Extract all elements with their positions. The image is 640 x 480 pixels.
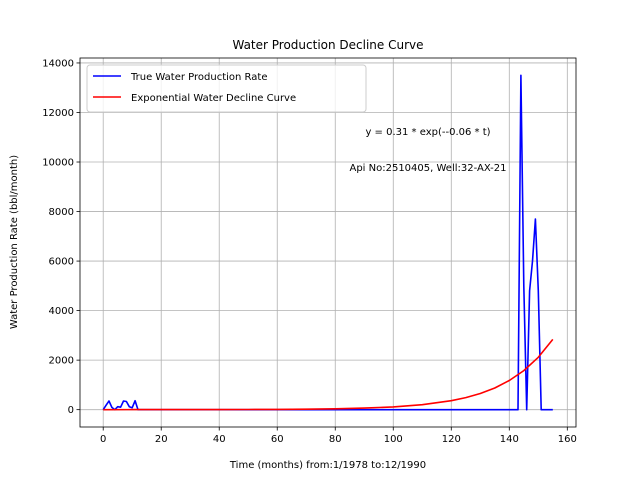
y-tick-label: 2000 — [49, 356, 74, 367]
x-tick-label: 140 — [500, 434, 519, 445]
chart-title: Water Production Decline Curve — [232, 38, 423, 52]
true-water-production-line — [102, 74, 553, 411]
x-tick-label: 100 — [384, 434, 403, 445]
y-tick-label: 10000 — [42, 158, 74, 169]
equation-annotation: y = 0.31 * exp(--0.06 * t) — [365, 127, 490, 138]
legend: True Water Production Rate Exponential W… — [86, 64, 367, 113]
y-tick-label: 8000 — [49, 207, 74, 218]
x-axis-label: Time (months) from:1/1978 to:12/1990 — [229, 460, 426, 471]
y-tick-label: 6000 — [49, 257, 74, 268]
grid — [80, 58, 576, 427]
plot-area — [102, 74, 554, 411]
axes-frame — [79, 57, 577, 428]
x-tick-label: 40 — [213, 434, 226, 445]
x-axis: 0 20 40 60 80 100 120 140 160 — [100, 427, 577, 445]
legend-label-exponential-curve: Exponential Water Decline Curve — [131, 93, 296, 104]
y-tick-label: 4000 — [49, 306, 74, 317]
x-tick-label: 160 — [558, 434, 577, 445]
y-axis-label: Water Production Rate (bbl/month) — [9, 155, 20, 329]
x-tick-label: 80 — [329, 434, 342, 445]
x-tick-label: 20 — [155, 434, 168, 445]
y-tick-label: 12000 — [42, 108, 74, 119]
x-tick-label: 60 — [271, 434, 284, 445]
exponential-decline-line — [103, 338, 554, 411]
legend-label-true-rate: True Water Production Rate — [130, 72, 267, 83]
legend-box — [86, 64, 367, 113]
y-tick-label: 14000 — [42, 58, 74, 69]
x-tick-label: 120 — [442, 434, 461, 445]
well-id-annotation: Api No:2510405, Well:32-AX-21 — [349, 163, 506, 174]
y-tick-label: 0 — [68, 405, 74, 416]
y-axis: 0 2000 4000 6000 8000 10000 12000 14000 — [42, 58, 80, 416]
x-tick-label: 0 — [100, 434, 106, 445]
